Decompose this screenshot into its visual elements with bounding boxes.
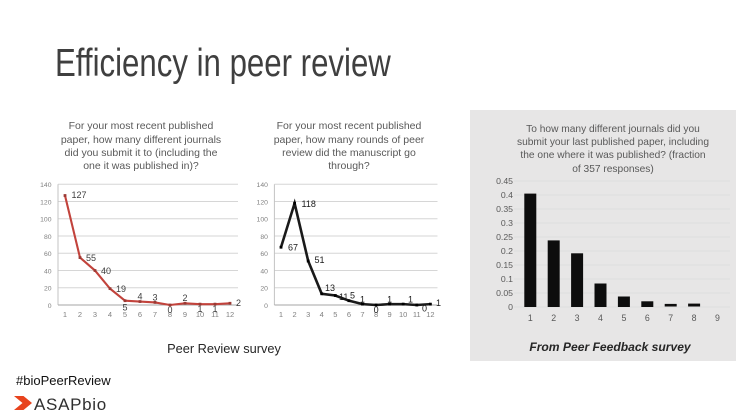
svg-text:120: 120 bbox=[257, 199, 269, 206]
svg-text:40: 40 bbox=[101, 266, 111, 276]
svg-text:0.05: 0.05 bbox=[496, 288, 513, 298]
svg-text:20: 20 bbox=[44, 286, 52, 293]
svg-text:12: 12 bbox=[226, 310, 234, 319]
svg-text:100: 100 bbox=[257, 217, 269, 224]
svg-text:80: 80 bbox=[44, 234, 52, 241]
svg-text:60: 60 bbox=[260, 251, 268, 258]
svg-text:5: 5 bbox=[333, 310, 337, 319]
svg-text:3: 3 bbox=[93, 310, 97, 319]
svg-text:9: 9 bbox=[388, 310, 392, 319]
svg-text:6: 6 bbox=[645, 313, 650, 323]
svg-text:2: 2 bbox=[293, 310, 297, 319]
svg-text:40: 40 bbox=[44, 268, 52, 275]
svg-text:0: 0 bbox=[508, 302, 513, 312]
svg-text:120: 120 bbox=[40, 199, 52, 206]
svg-text:0: 0 bbox=[167, 305, 172, 315]
svg-text:4: 4 bbox=[598, 313, 603, 323]
svg-text:6: 6 bbox=[347, 310, 351, 319]
svg-text:140: 140 bbox=[257, 182, 269, 189]
svg-text:13: 13 bbox=[325, 283, 335, 293]
svg-text:7: 7 bbox=[153, 310, 157, 319]
svg-text:3: 3 bbox=[575, 313, 580, 323]
svg-text:0.3: 0.3 bbox=[501, 218, 513, 228]
svg-text:2: 2 bbox=[182, 293, 187, 303]
svg-text:1: 1 bbox=[360, 295, 365, 305]
svg-text:3: 3 bbox=[152, 293, 157, 303]
svg-text:0: 0 bbox=[48, 303, 52, 310]
svg-text:1: 1 bbox=[528, 313, 533, 323]
svg-text:7: 7 bbox=[360, 310, 364, 319]
svg-text:0.45: 0.45 bbox=[496, 176, 513, 186]
svg-text:5: 5 bbox=[123, 310, 127, 319]
svg-text:1: 1 bbox=[212, 304, 217, 314]
svg-text:0.25: 0.25 bbox=[496, 232, 513, 242]
svg-text:4: 4 bbox=[320, 310, 324, 319]
svg-text:1: 1 bbox=[279, 310, 283, 319]
svg-text:51: 51 bbox=[315, 255, 325, 265]
svg-text:0: 0 bbox=[422, 304, 427, 314]
svg-text:0.15: 0.15 bbox=[496, 260, 513, 270]
svg-text:2: 2 bbox=[551, 313, 556, 323]
svg-text:2: 2 bbox=[236, 298, 241, 308]
svg-text:3: 3 bbox=[306, 310, 310, 319]
svg-text:60: 60 bbox=[44, 251, 52, 258]
svg-text:1: 1 bbox=[436, 298, 441, 308]
svg-text:0.4: 0.4 bbox=[501, 190, 513, 200]
svg-text:1: 1 bbox=[408, 295, 413, 305]
svg-text:0.1: 0.1 bbox=[501, 274, 513, 284]
svg-text:100: 100 bbox=[40, 217, 52, 224]
svg-text:10: 10 bbox=[196, 310, 204, 319]
svg-text:5: 5 bbox=[621, 313, 626, 323]
svg-text:1: 1 bbox=[197, 304, 202, 314]
svg-text:80: 80 bbox=[260, 234, 268, 241]
svg-text:67: 67 bbox=[288, 243, 298, 253]
svg-text:140: 140 bbox=[40, 182, 52, 189]
svg-text:20: 20 bbox=[260, 286, 268, 293]
svg-text:11: 11 bbox=[413, 310, 421, 319]
svg-text:1: 1 bbox=[63, 310, 67, 319]
svg-text:11: 11 bbox=[339, 292, 348, 302]
svg-text:40: 40 bbox=[260, 268, 268, 275]
svg-text:0: 0 bbox=[264, 303, 268, 310]
svg-text:0: 0 bbox=[374, 305, 379, 315]
svg-text:127: 127 bbox=[72, 190, 87, 200]
svg-text:8: 8 bbox=[374, 310, 378, 319]
svg-text:1: 1 bbox=[387, 295, 392, 305]
svg-text:118: 118 bbox=[302, 199, 316, 209]
svg-text:0.35: 0.35 bbox=[496, 204, 513, 214]
svg-text:10: 10 bbox=[399, 310, 407, 319]
svg-text:8: 8 bbox=[692, 313, 697, 323]
svg-text:9: 9 bbox=[183, 310, 187, 319]
svg-text:8: 8 bbox=[168, 310, 172, 319]
svg-text:4: 4 bbox=[137, 292, 142, 302]
svg-text:0.2: 0.2 bbox=[501, 246, 513, 256]
svg-text:5: 5 bbox=[122, 303, 127, 313]
svg-text:9: 9 bbox=[715, 313, 720, 323]
svg-text:19: 19 bbox=[116, 284, 126, 294]
svg-text:4: 4 bbox=[108, 310, 112, 319]
svg-text:55: 55 bbox=[86, 253, 96, 263]
svg-text:7: 7 bbox=[668, 313, 673, 323]
svg-text:12: 12 bbox=[426, 310, 434, 319]
svg-text:11: 11 bbox=[211, 310, 219, 319]
svg-text:6: 6 bbox=[138, 310, 142, 319]
svg-text:2: 2 bbox=[78, 310, 82, 319]
svg-text:5: 5 bbox=[350, 291, 355, 301]
